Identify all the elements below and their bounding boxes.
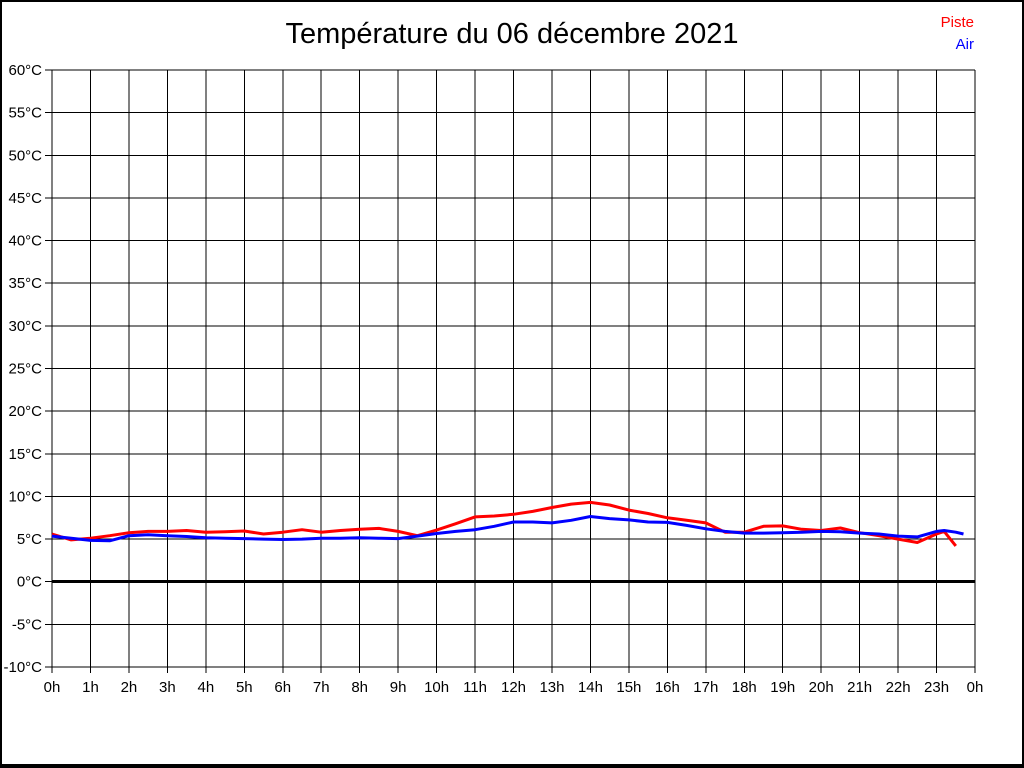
x-tick-label: 12h xyxy=(501,679,526,696)
y-tick-label: 15°C xyxy=(8,446,42,463)
x-tick-label: 22h xyxy=(886,679,911,696)
x-tick-label: 10h xyxy=(424,679,449,696)
x-tick-label: 18h xyxy=(732,679,757,696)
x-tick-label: 0h xyxy=(44,679,61,696)
x-tick-label: 19h xyxy=(770,679,795,696)
x-tick-label: 15h xyxy=(616,679,641,696)
x-tick-label: 4h xyxy=(197,679,214,696)
x-tick-label: 5h xyxy=(236,679,253,696)
y-tick-label: 30°C xyxy=(8,318,42,335)
x-tick-label: 20h xyxy=(809,679,834,696)
y-tick-label: 0°C xyxy=(17,574,42,591)
y-tick-label: 35°C xyxy=(8,275,42,292)
chart-title: Température du 06 décembre 2021 xyxy=(285,18,739,50)
x-tick-label: 14h xyxy=(578,679,603,696)
y-tick-label: 50°C xyxy=(8,147,42,164)
y-tick-label: -10°C xyxy=(3,659,42,676)
x-tick-label: 21h xyxy=(847,679,872,696)
legend-item-air: Air xyxy=(955,36,974,53)
x-tick-label: 13h xyxy=(539,679,564,696)
y-tick-label: 55°C xyxy=(8,105,42,122)
y-tick-label: 5°C xyxy=(17,531,42,548)
x-tick-label: 0h xyxy=(967,679,984,696)
y-tick-label: 40°C xyxy=(8,233,42,250)
x-tick-label: 2h xyxy=(121,679,138,696)
x-tick-label: 17h xyxy=(693,679,718,696)
y-tick-label: 60°C xyxy=(8,62,42,79)
x-tick-label: 9h xyxy=(390,679,407,696)
y-tick-label: 25°C xyxy=(8,361,42,378)
y-tick-label: 10°C xyxy=(8,488,42,505)
x-tick-label: 11h xyxy=(463,679,487,696)
legend: Piste Air xyxy=(941,12,974,56)
x-tick-label: 23h xyxy=(924,679,949,696)
x-tick-label: 8h xyxy=(351,679,368,696)
x-tick-label: 16h xyxy=(655,679,680,696)
x-tick-label: 1h xyxy=(82,679,99,696)
x-tick-label: 3h xyxy=(159,679,176,696)
air-line xyxy=(51,515,964,543)
y-tick-label: 20°C xyxy=(8,403,42,420)
x-tick-label: 6h xyxy=(274,679,291,696)
y-tick-label: -5°C xyxy=(12,616,42,633)
legend-item-piste: Piste xyxy=(940,14,974,31)
y-tick-label: 45°C xyxy=(8,190,42,207)
x-tick-label: 7h xyxy=(313,679,330,696)
